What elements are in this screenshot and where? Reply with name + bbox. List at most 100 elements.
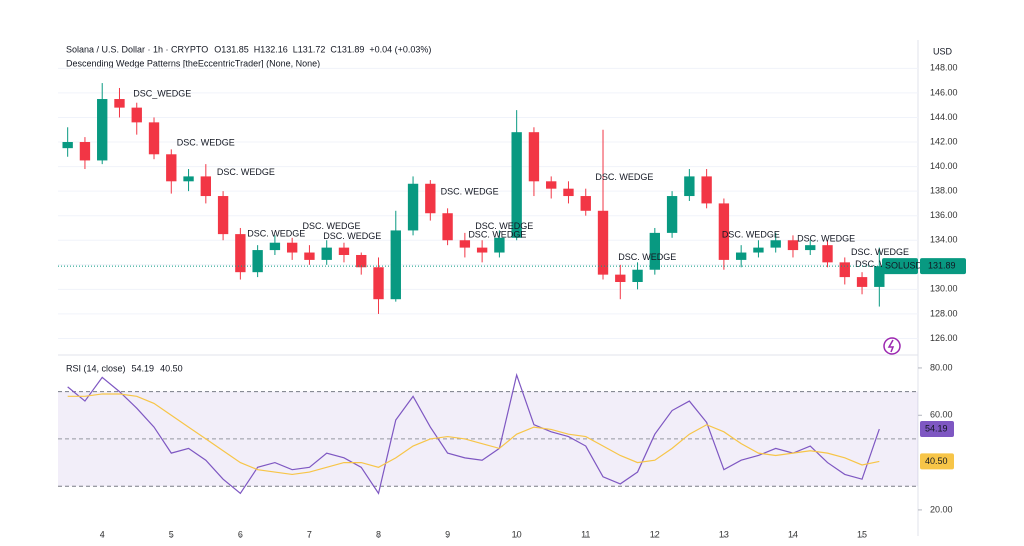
candle-body	[874, 266, 885, 287]
candle-body	[425, 183, 436, 214]
y-tick-label: 146.00	[930, 87, 958, 97]
candle-body	[79, 142, 91, 161]
value-badge	[920, 421, 954, 438]
legend-value: 54.19	[132, 363, 155, 373]
rsi-title: RSI (14, close)	[66, 363, 126, 373]
candle-body	[615, 274, 626, 283]
y-tick-label: 142.00	[930, 136, 958, 146]
x-tick-label: 13	[719, 529, 729, 539]
y-tick-label: 60.00	[930, 410, 953, 420]
x-tick-label: 8	[376, 529, 381, 539]
candle-body	[666, 196, 678, 233]
x-tick-label: 15	[857, 529, 867, 539]
candle-body	[390, 230, 401, 300]
candle-body	[753, 247, 764, 253]
x-tick-label: 6	[238, 529, 243, 539]
ohlc-value: C131.89	[330, 44, 364, 54]
candle-body	[597, 210, 609, 275]
candle-body	[97, 99, 108, 161]
currency: USD	[933, 46, 953, 56]
change-value: +0.04 (+0.03%)	[369, 44, 431, 54]
plot: 126.00128.00130.00132.00134.00136.00138.…	[58, 63, 966, 539]
candle-body	[442, 213, 453, 241]
x-tick-label: 9	[445, 529, 450, 539]
x-tick-label: 11	[581, 529, 590, 539]
candle-body	[822, 245, 833, 263]
candle-body	[217, 196, 229, 235]
y-tick-label: 128.00	[930, 308, 958, 318]
wedge-label: DSC. WEDGE	[323, 231, 381, 241]
candle-body	[649, 232, 660, 270]
x-tick-label: 7	[307, 529, 312, 539]
candle-body	[373, 267, 384, 300]
y-tick-label: 20.00	[930, 504, 953, 514]
y-tick-label: 80.00	[930, 362, 953, 372]
wedge-label: DSC. WEDGE	[217, 167, 275, 177]
candle-body	[407, 183, 419, 231]
candle-body	[321, 247, 332, 260]
candle-body	[183, 176, 194, 182]
candle-body	[459, 240, 471, 248]
candle-body	[511, 132, 522, 238]
wedge-label: DSC. WEDGE	[475, 221, 533, 231]
wedge-label: DSC. WEDGE	[797, 233, 855, 243]
wedge-label: DSC. WEDGE	[595, 172, 653, 182]
wedge-label: DSC. WEDGE	[303, 221, 361, 231]
candle-body	[114, 99, 125, 108]
wedge-label: DSC. WEDGE	[247, 228, 305, 238]
indicator-title: Descending Wedge Patterns [theEccentricT…	[66, 58, 320, 68]
candle-body	[787, 240, 799, 251]
rsi-line	[67, 372, 880, 495]
x-tick-label: 5	[169, 529, 174, 539]
wedge-label: DSC. WEDGE	[468, 230, 526, 240]
candle-body	[235, 234, 246, 273]
y-tick-label: 140.00	[930, 161, 958, 171]
wedge-label: DSC. WEDGE	[618, 252, 676, 262]
wedge-label: DSC. WEDGE	[177, 138, 235, 148]
candle-body	[770, 240, 781, 248]
candle-body	[701, 176, 712, 204]
candle-body	[200, 176, 212, 197]
ohlc-value: O131.85	[214, 44, 249, 54]
candle-body	[356, 254, 367, 268]
value-badge-label: 54.19	[925, 423, 948, 433]
candle-body	[252, 250, 263, 273]
candle-body	[528, 132, 540, 182]
candle-body	[269, 242, 281, 251]
candle-body	[166, 154, 177, 182]
candle-body	[546, 181, 557, 189]
price-label: 131.89	[928, 261, 956, 271]
candle-body	[563, 188, 574, 197]
candle-body	[735, 252, 747, 260]
candle-body	[148, 122, 160, 155]
y-tick-label: 148.00	[930, 63, 958, 73]
legend-value: 40.50	[160, 363, 183, 373]
alert-icon	[883, 337, 901, 355]
wedge-label: DSC. WEDGE	[441, 187, 499, 197]
rsi-line	[67, 393, 880, 476]
candle-body	[476, 247, 488, 253]
candle-body	[304, 252, 315, 260]
x-tick-label: 14	[788, 529, 798, 539]
candle-body	[131, 107, 142, 123]
wedge-label: DSC. WEDGE	[851, 247, 909, 257]
candle-body	[684, 176, 695, 197]
value-badge	[920, 453, 954, 470]
x-tick-label: 12	[650, 529, 660, 539]
value-badge-label: 40.50	[925, 456, 948, 466]
candle-body	[494, 237, 505, 253]
candle-body	[632, 269, 643, 283]
y-tick-label: 138.00	[930, 186, 958, 196]
y-tick-label: 130.00	[930, 284, 958, 294]
ohlc-value: L131.72	[293, 44, 326, 54]
candle-body	[62, 142, 73, 149]
candle-body	[718, 203, 730, 260]
symbol-label: SOLUSD	[885, 261, 923, 271]
x-tick-label: 4	[100, 529, 105, 539]
candle-body	[805, 245, 816, 251]
wedge-label: DSC. WEDGE	[722, 230, 780, 240]
x-tick-label: 10	[512, 529, 522, 539]
